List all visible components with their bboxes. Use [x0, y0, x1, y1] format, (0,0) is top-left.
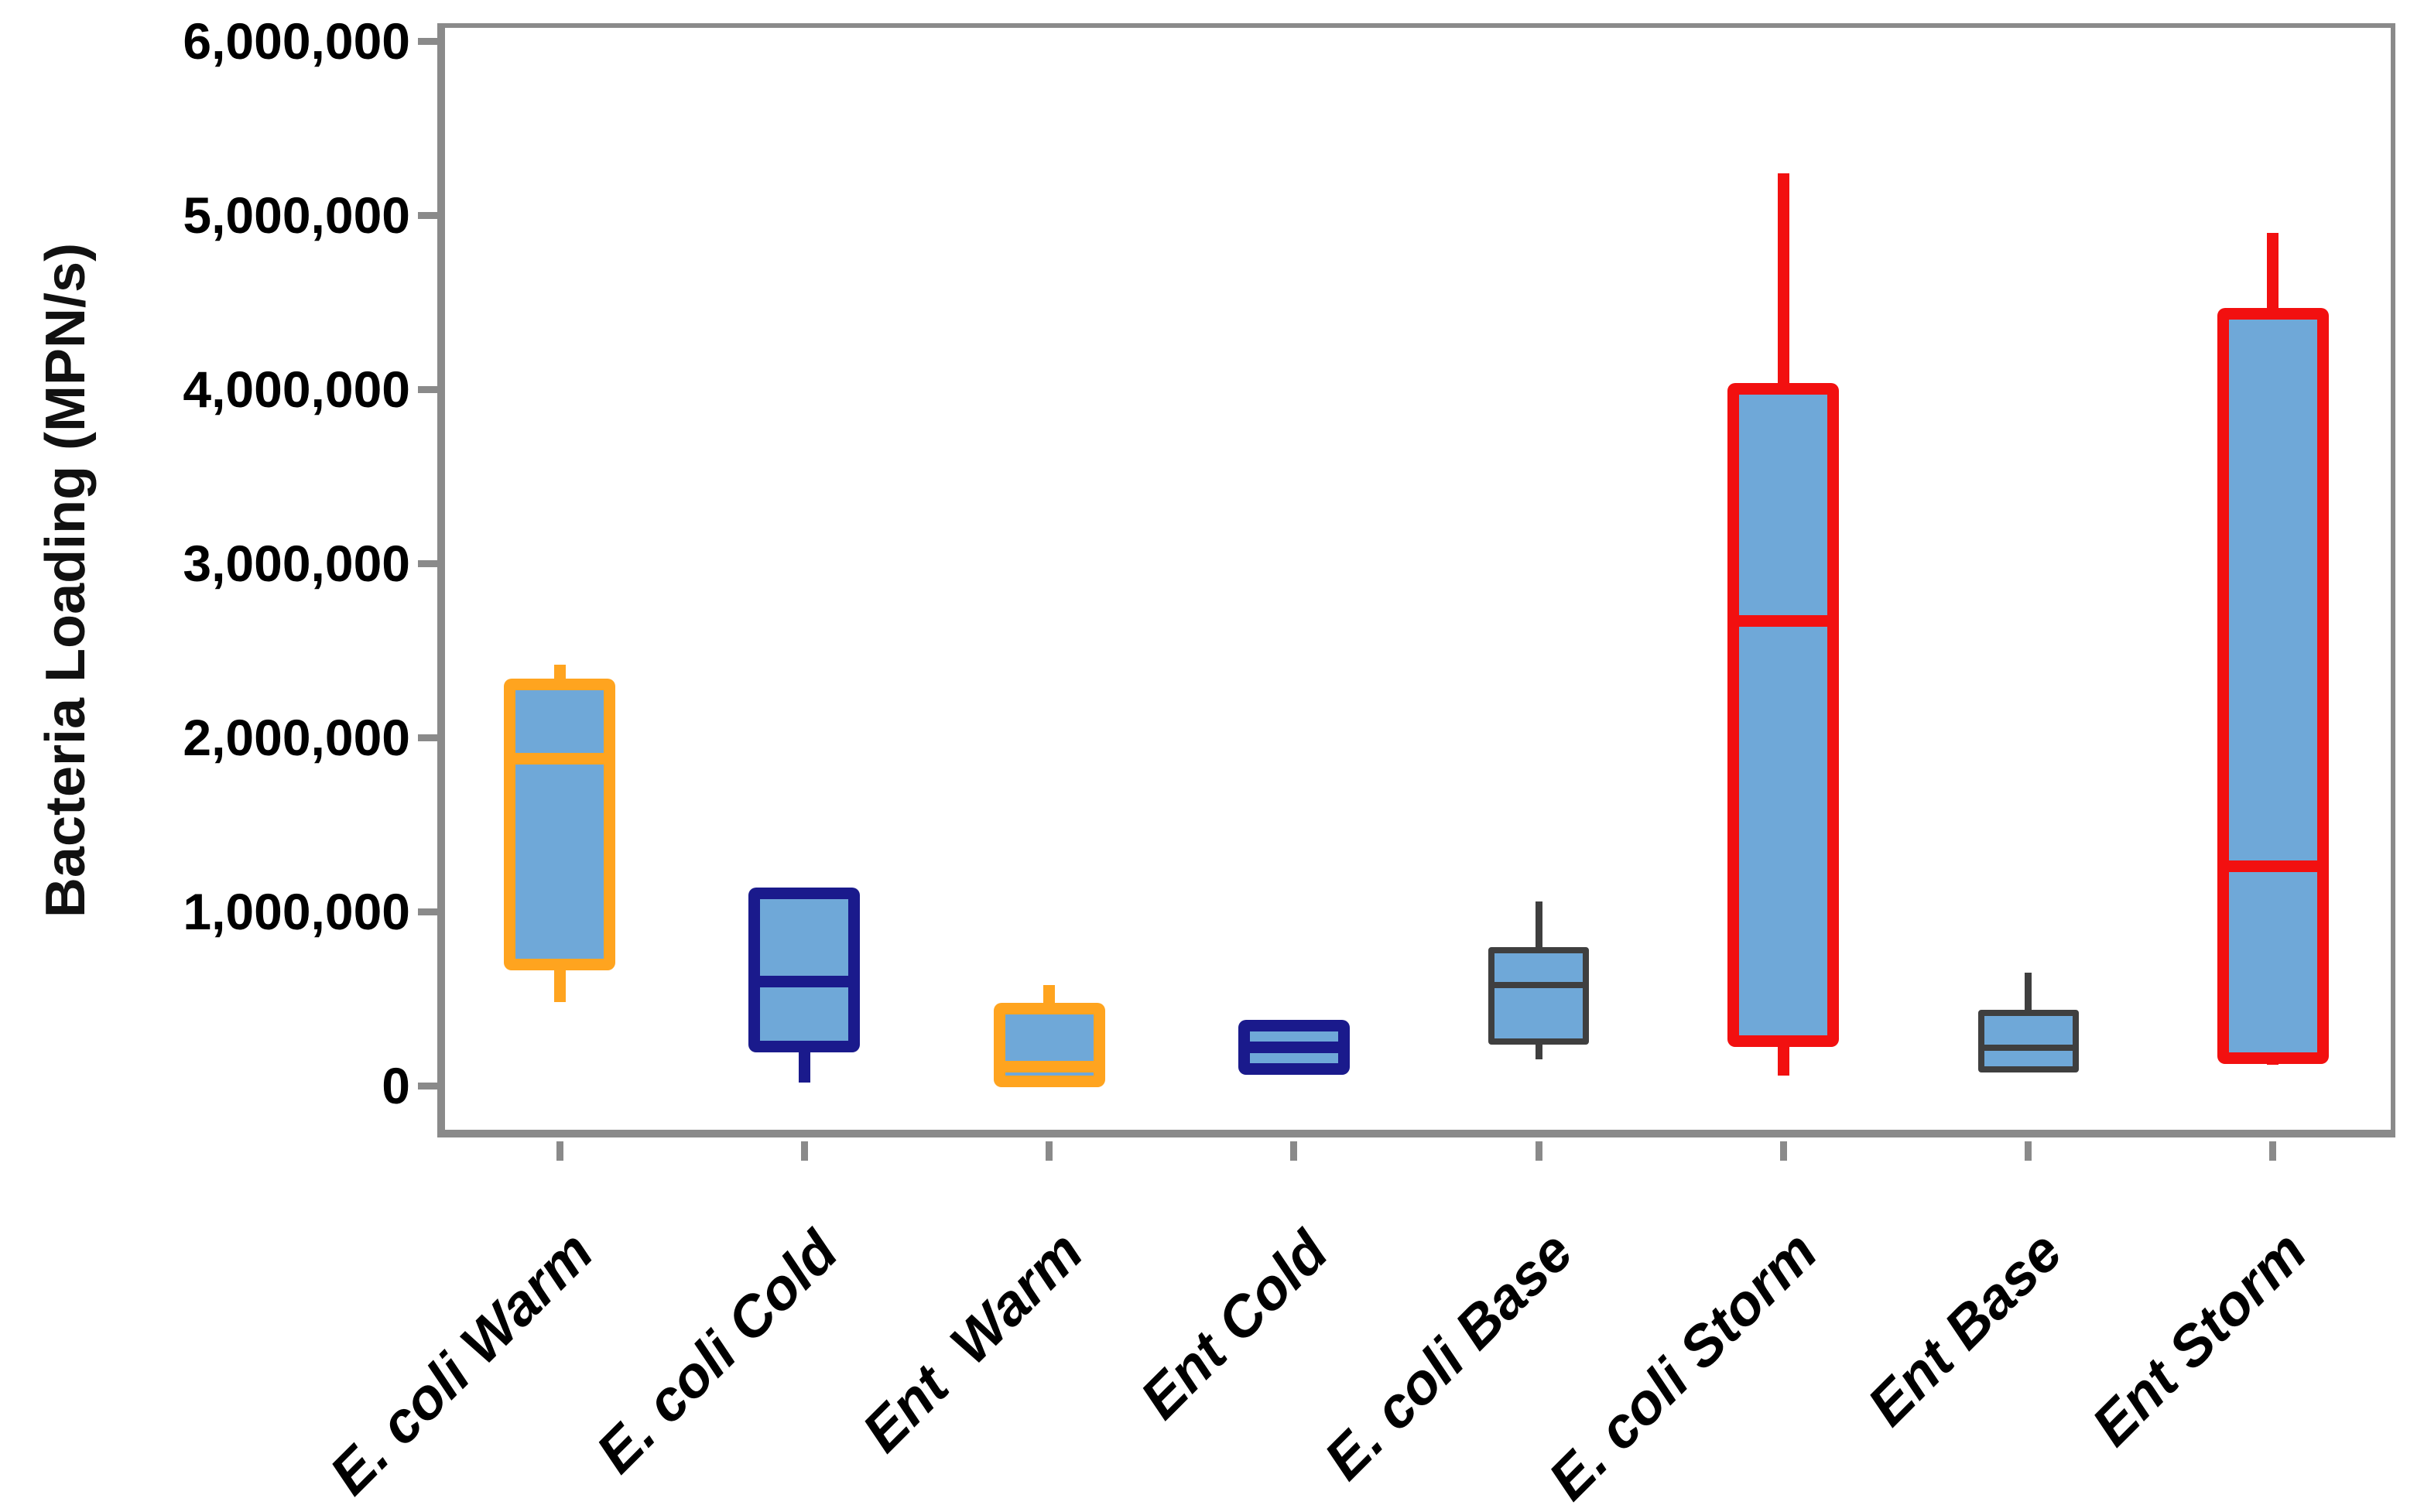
- median-5: [1739, 614, 1828, 627]
- y-tick-label: 2,000,000: [183, 709, 410, 766]
- box-4: [1488, 947, 1590, 1045]
- y-tick-mark: [418, 1082, 437, 1090]
- box-2: [993, 1002, 1105, 1087]
- box-6: [1977, 1010, 2079, 1073]
- median-6: [1984, 1044, 2073, 1051]
- y-tick-label: 0: [382, 1057, 410, 1114]
- x-tick-mark: [1290, 1141, 1298, 1161]
- plot-frame: [437, 23, 2395, 1137]
- median-3: [1249, 1042, 1338, 1053]
- y-tick-label: 6,000,000: [183, 12, 410, 70]
- median-1: [760, 975, 849, 987]
- x-category-label: Ent Warm: [850, 1219, 1095, 1464]
- x-tick-mark: [800, 1141, 808, 1161]
- y-tick-mark: [418, 385, 437, 393]
- x-category-label: E. coli Warm: [317, 1219, 606, 1507]
- box-3: [1238, 1020, 1350, 1075]
- y-tick-label: 4,000,000: [183, 361, 410, 418]
- median-0: [515, 752, 604, 765]
- y-tick-label: 3,000,000: [183, 535, 410, 592]
- box-5: [1727, 382, 1840, 1047]
- x-tick-mark: [2269, 1141, 2277, 1161]
- box-0: [504, 679, 616, 970]
- y-tick-label: 1,000,000: [183, 883, 410, 940]
- x-tick-mark: [556, 1141, 563, 1161]
- x-tick-mark: [1046, 1141, 1053, 1161]
- x-category-label: Ent Storm: [2080, 1219, 2319, 1458]
- y-tick-mark: [418, 211, 437, 219]
- y-tick-mark: [418, 734, 437, 741]
- x-category-label: Ent Cold: [1128, 1219, 1340, 1432]
- x-tick-mark: [1779, 1141, 1787, 1161]
- x-tick-mark: [2025, 1141, 2032, 1161]
- y-tick-mark: [418, 559, 437, 567]
- x-category-label: E. coli Cold: [584, 1219, 851, 1485]
- median-2: [1005, 1060, 1094, 1072]
- box-1: [748, 888, 861, 1052]
- x-tick-mark: [1535, 1141, 1542, 1161]
- box-7: [2217, 308, 2329, 1065]
- y-tick-mark: [418, 908, 437, 915]
- median-7: [2228, 860, 2317, 872]
- median-4: [1494, 981, 1583, 988]
- x-category-label: E. coli Base: [1311, 1219, 1585, 1492]
- x-category-label: Ent Base: [1855, 1219, 2074, 1438]
- y-tick-label: 5,000,000: [183, 186, 410, 244]
- y-tick-mark: [418, 37, 437, 45]
